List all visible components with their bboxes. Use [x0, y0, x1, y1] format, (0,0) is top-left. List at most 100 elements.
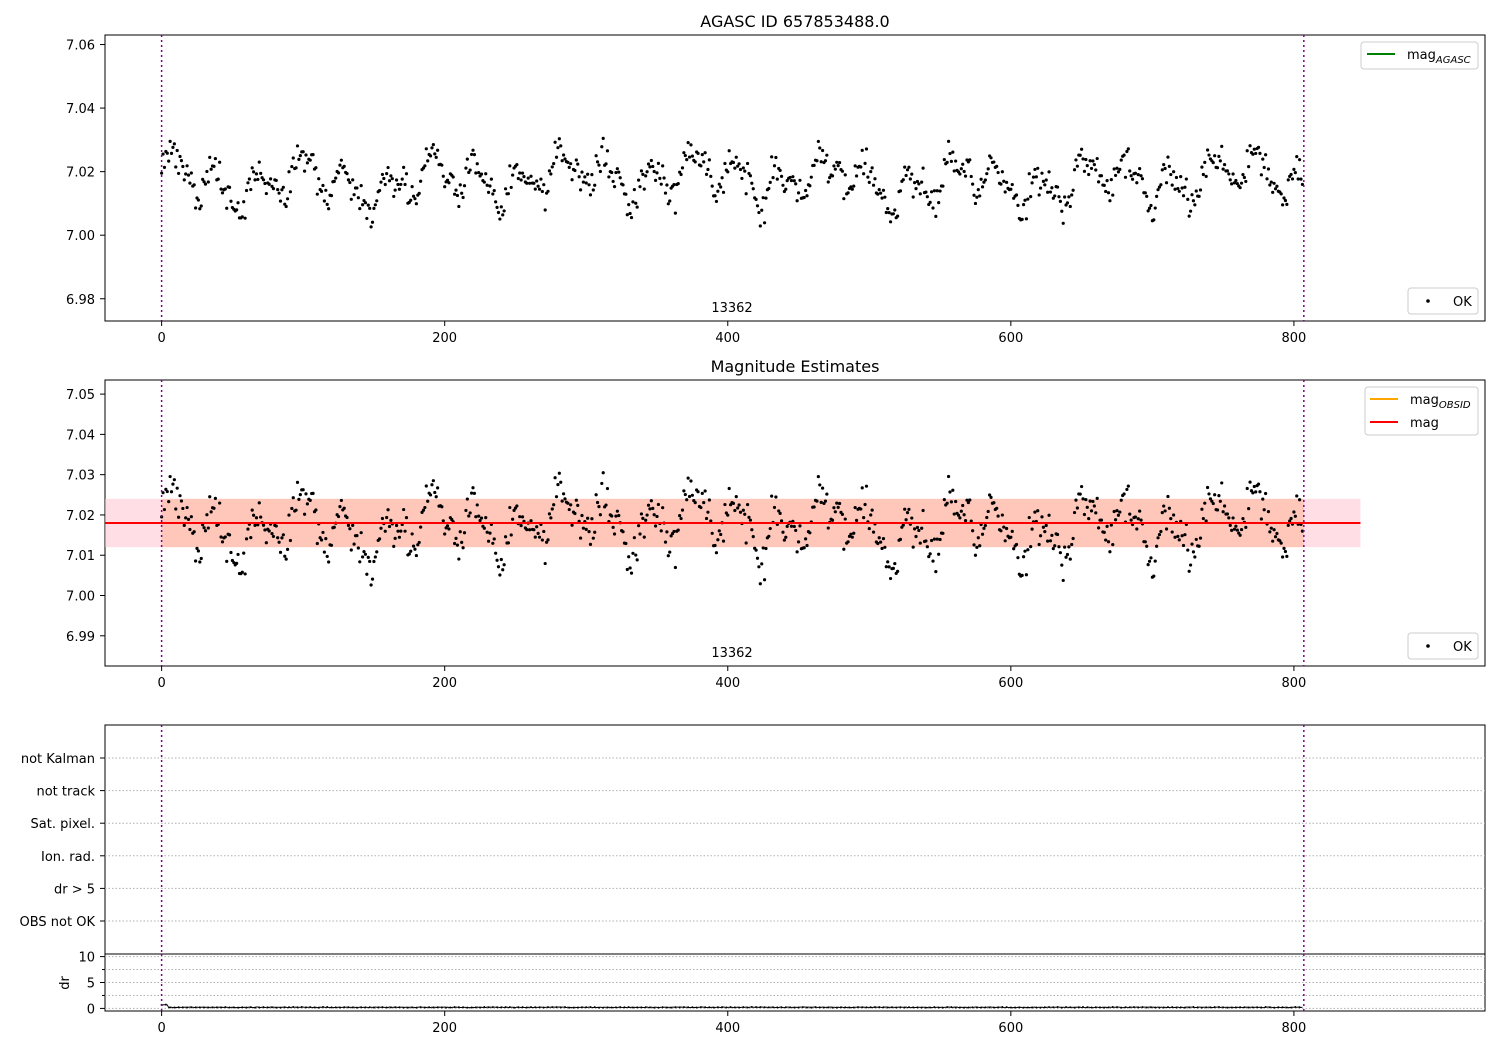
panel2-data-point [1147, 559, 1152, 563]
panel2-data-point [311, 491, 315, 496]
panel2-data-point [264, 541, 268, 545]
panel4-ytick-label: 0 [87, 1002, 95, 1017]
panel1-data-point [1231, 172, 1235, 176]
panel2-ytick-label: 7.00 [66, 590, 95, 605]
dr-point [1018, 1006, 1021, 1009]
panel2-data-point [271, 534, 276, 539]
panel2-data-point [1241, 517, 1245, 521]
panel1-data-point [924, 190, 928, 194]
panel1-data-point [426, 159, 430, 163]
dr-point [1281, 1006, 1284, 1009]
panel2-data-point [605, 486, 610, 491]
panel1-data-point [884, 210, 888, 215]
panel1-data-point [1046, 190, 1050, 194]
panel2-data-point [223, 535, 227, 539]
dr-point [597, 1006, 600, 1009]
panel1-data-point [605, 149, 610, 153]
panel2-data-point [995, 506, 999, 510]
panel2-data-point [1186, 548, 1190, 552]
panel1-data-point [1106, 191, 1111, 195]
dr-point [619, 1006, 622, 1009]
panel2-data-point [440, 505, 444, 509]
panel2-data-point [727, 486, 731, 491]
panel2-data-point [1009, 535, 1013, 539]
panel2-data-point [779, 519, 784, 523]
panel2-data-point [276, 536, 280, 540]
panel1-data-point [317, 177, 321, 181]
panel2-data-point [1164, 527, 1169, 531]
panel1-data-point [269, 177, 273, 181]
panel1-marks [160, 35, 1305, 321]
dr-point [530, 1006, 533, 1009]
panel1-data-point [1198, 188, 1203, 192]
panel1-data-point [863, 161, 867, 165]
panel1-data-point [223, 187, 227, 191]
panel2-data-point [877, 536, 881, 540]
panel1-data-point [925, 195, 929, 199]
panel1-data-point [931, 206, 935, 210]
dr-point [750, 1006, 753, 1009]
dr-point [606, 1006, 609, 1009]
panel1-data-point [1264, 153, 1268, 157]
panel2-data-point [925, 545, 929, 549]
panel2-data-point [1149, 556, 1153, 560]
panel1-data-point [291, 156, 295, 160]
panel2-data-point [499, 557, 503, 562]
dr-point [423, 1006, 426, 1009]
panel2-data-point [655, 514, 659, 519]
panel1-data-point [402, 165, 406, 169]
panel2-data-point [1125, 487, 1129, 492]
panel2-data-point [738, 510, 743, 514]
panel1-data-point [774, 155, 778, 160]
dr-point [665, 1006, 668, 1009]
panel2-data-point [426, 499, 430, 503]
panel1-data-point [595, 160, 600, 164]
panel2-data-point [1067, 545, 1071, 549]
panel1-data-point [1097, 180, 1101, 184]
panel2-data-point [1183, 533, 1187, 537]
panel1-data-point [687, 155, 692, 159]
panel1-data-point [717, 182, 721, 186]
dr-point [946, 1006, 949, 1009]
panel2-data-point [494, 551, 498, 555]
panel2-data-point [349, 548, 353, 552]
panel1-data-point [1072, 168, 1077, 172]
legend-obsid-label: mag [1410, 393, 1439, 408]
panel1-data-point [1036, 166, 1040, 170]
panel1-data-point [525, 181, 529, 185]
panel2-data-point [854, 518, 859, 522]
panel2-data-point [644, 518, 648, 522]
panel2-data-point [543, 561, 547, 566]
dr-point [657, 1006, 660, 1009]
dr-point [988, 1006, 991, 1009]
panel2-data-point [767, 534, 771, 538]
dr-point [283, 1006, 286, 1009]
dr-point [1103, 1006, 1106, 1009]
panel1-data-point [1215, 166, 1220, 170]
panel2-data-point [710, 531, 714, 535]
dr-point [398, 1006, 401, 1009]
dr-point [402, 1006, 405, 1009]
panel2-data-point [652, 513, 656, 517]
panel2-data-point [322, 550, 326, 554]
panel2-data-point [635, 558, 639, 562]
panel1-data-point [638, 185, 642, 189]
panel1-data-point [791, 175, 795, 179]
panel2-data-point [462, 531, 467, 535]
panel2-data-point [905, 510, 910, 515]
panel2-data-point [392, 544, 396, 548]
panel1-data-point [557, 137, 561, 141]
panel2-data-point [1133, 515, 1137, 519]
panel1-data-point [472, 152, 477, 157]
panel2-data-point [864, 484, 869, 488]
panel1-data-point [467, 170, 471, 175]
panel1-data-point [1118, 167, 1122, 171]
panel2-data-point [1112, 509, 1116, 514]
panel2-title: Magnitude Estimates [711, 357, 880, 376]
panel1-data-point [1115, 166, 1119, 170]
panel1-data-point [489, 177, 493, 181]
panel2-data-point [496, 565, 501, 569]
panel1-data-point [379, 180, 383, 184]
panel1-data-point [410, 185, 414, 189]
panel2-data-point [999, 529, 1003, 533]
